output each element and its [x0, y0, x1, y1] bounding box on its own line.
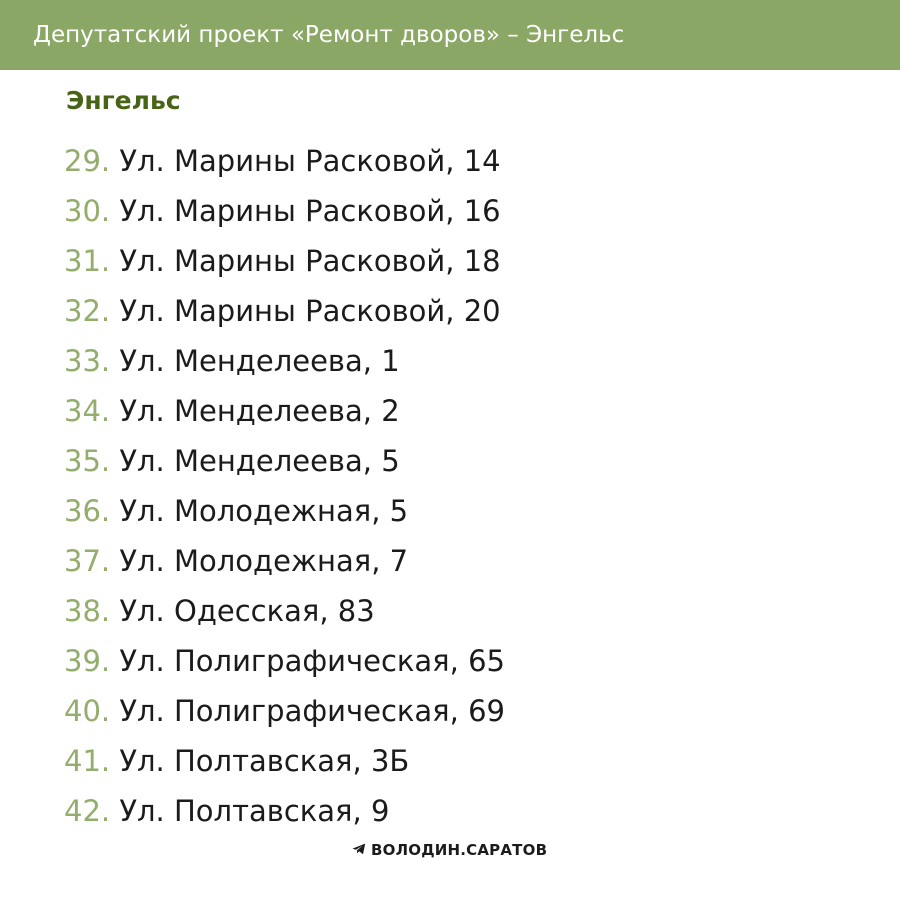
- item-address: Ул. Менделеева, 1: [119, 344, 400, 378]
- footer-brand: ВОЛОДИН.САРАТОВ: [352, 840, 547, 859]
- list-item: 36. Ул. Молодежная, 5: [64, 486, 505, 536]
- item-number: 33.: [64, 344, 111, 378]
- item-number: 37.: [64, 544, 111, 578]
- item-number: 29.: [64, 144, 111, 178]
- list-item: 33. Ул. Менделеева, 1: [64, 336, 505, 386]
- telegram-icon: [352, 840, 366, 859]
- item-address: Ул. Менделеева, 2: [119, 394, 400, 428]
- item-address: Ул. Полтавская, 9: [119, 794, 390, 828]
- item-address: Ул. Менделеева, 5: [119, 444, 400, 478]
- item-number: 40.: [64, 694, 111, 728]
- section-title: Энгельс: [66, 86, 181, 115]
- item-address: Ул. Молодежная, 7: [119, 544, 409, 578]
- item-address: Ул. Одесская, 83: [119, 594, 375, 628]
- list-item: 39. Ул. Полиграфическая, 65: [64, 636, 505, 686]
- item-number: 35.: [64, 444, 111, 478]
- list-item: 32. Ул. Марины Расковой, 20: [64, 286, 505, 336]
- footer-text: ВОЛОДИН.САРАТОВ: [371, 840, 548, 859]
- item-address: Ул. Полиграфическая, 69: [119, 694, 505, 728]
- item-address: Ул. Марины Расковой, 18: [119, 244, 501, 278]
- header-bar: Депутатский проект «Ремонт дворов» – Энг…: [0, 0, 900, 70]
- list-item: 31. Ул. Марины Расковой, 18: [64, 236, 505, 286]
- item-number: 41.: [64, 744, 111, 778]
- item-address: Ул. Марины Расковой, 20: [119, 294, 501, 328]
- item-number: 31.: [64, 244, 111, 278]
- item-address: Ул. Марины Расковой, 14: [119, 144, 501, 178]
- item-address: Ул. Полтавская, 3Б: [119, 744, 410, 778]
- item-number: 32.: [64, 294, 111, 328]
- item-address: Ул. Марины Расковой, 16: [119, 194, 501, 228]
- item-number: 39.: [64, 644, 111, 678]
- item-number: 38.: [64, 594, 111, 628]
- address-list: 29. Ул. Марины Расковой, 14 30. Ул. Марин…: [64, 136, 505, 836]
- list-item: 42. Ул. Полтавская, 9: [64, 786, 505, 836]
- item-number: 36.: [64, 494, 111, 528]
- list-item: 30. Ул. Марины Расковой, 16: [64, 186, 505, 236]
- list-item: 34. Ул. Менделеева, 2: [64, 386, 505, 436]
- header-title: Депутатский проект «Ремонт дворов» – Энг…: [33, 22, 625, 48]
- item-address: Ул. Полиграфическая, 65: [119, 644, 505, 678]
- item-number: 30.: [64, 194, 111, 228]
- item-number: 42.: [64, 794, 111, 828]
- item-number: 34.: [64, 394, 111, 428]
- list-item: 38. Ул. Одесская, 83: [64, 586, 505, 636]
- list-item: 35. Ул. Менделеева, 5: [64, 436, 505, 486]
- list-item: 41. Ул. Полтавская, 3Б: [64, 736, 505, 786]
- list-item: 37. Ул. Молодежная, 7: [64, 536, 505, 586]
- list-item: 29. Ул. Марины Расковой, 14: [64, 136, 505, 186]
- item-address: Ул. Молодежная, 5: [119, 494, 409, 528]
- list-item: 40. Ул. Полиграфическая, 69: [64, 686, 505, 736]
